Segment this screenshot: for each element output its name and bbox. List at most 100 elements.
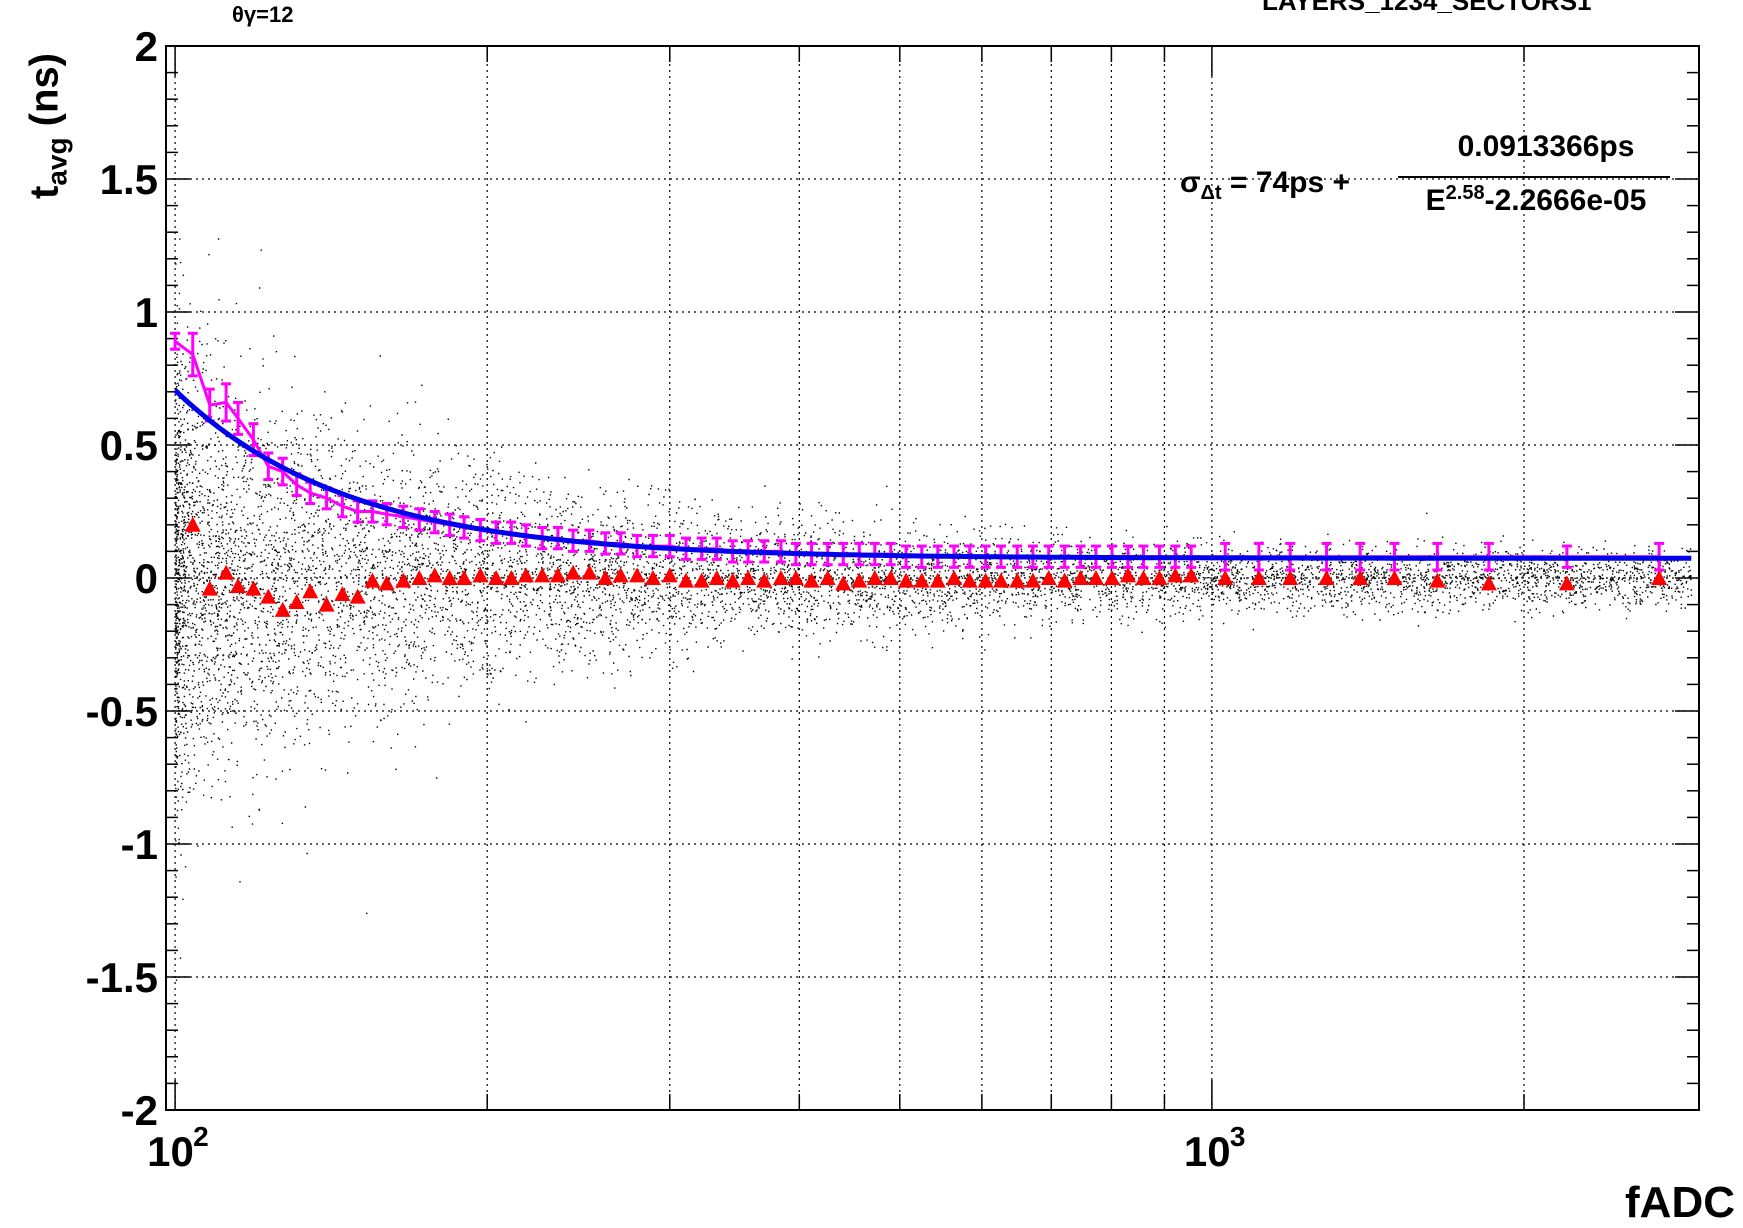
mean-marker — [772, 570, 789, 585]
minor-ticks — [166, 45, 1699, 1111]
mean-marker — [426, 567, 443, 583]
y-tick-label: -1.5 — [86, 954, 158, 1001]
mean-marker — [803, 572, 820, 588]
mean-marker — [1217, 570, 1234, 585]
mean-marker — [411, 570, 428, 585]
mean-marker — [992, 572, 1009, 588]
mean-marker — [787, 570, 804, 585]
mean-marker — [661, 567, 678, 583]
mean-marker — [488, 570, 505, 585]
y-tick-label: 0 — [135, 555, 158, 602]
mean-marker — [302, 583, 319, 599]
mean-marker — [740, 570, 757, 585]
formula-den-base: E — [1425, 184, 1446, 217]
y-axis-title: tavg (ns) — [23, 53, 74, 199]
mean-marker — [549, 567, 566, 583]
mean-marker — [1119, 567, 1136, 583]
mean-marker — [1056, 572, 1073, 588]
formula-den-exponent: 2.58 — [1445, 182, 1485, 204]
mean-marker — [441, 570, 458, 585]
mean-marker — [1480, 575, 1497, 591]
mean-marker — [1167, 567, 1184, 583]
mean-marker — [503, 570, 520, 585]
sigma-line — [174, 340, 1660, 559]
mean-marker — [472, 567, 489, 583]
y-axis-title-main: t — [22, 185, 67, 200]
x-tick-label-base: 10 — [1184, 1128, 1231, 1175]
mean-marker — [913, 572, 930, 588]
mean-marker — [819, 570, 836, 585]
mean-marker — [1558, 575, 1575, 591]
scatter-points — [175, 238, 1693, 981]
mean-marker — [565, 564, 582, 580]
mean-marker — [1386, 570, 1403, 585]
mean-marker — [882, 570, 899, 585]
mean-marker — [260, 588, 277, 604]
x-tick-label: 10 2 — [147, 1121, 209, 1175]
formula-denominator: E2.58-2.2666e-05 — [1400, 182, 1672, 218]
mean-marker — [1352, 570, 1369, 585]
mean-marker — [318, 596, 335, 612]
mean-marker — [456, 570, 473, 585]
fit-curve — [173, 388, 1692, 561]
mean-marker — [929, 572, 946, 588]
mean-marker — [1087, 570, 1104, 585]
mean-marker — [644, 570, 661, 585]
formula-sigma-sub: Δt — [1200, 182, 1222, 204]
formula-lhs-text: = 74ps + — [1229, 166, 1351, 199]
mean-marker — [534, 567, 551, 583]
mean-marker — [230, 577, 247, 593]
mean-marker — [581, 564, 598, 580]
mean-marker — [1135, 570, 1152, 585]
plot-frame — [165, 45, 1700, 1111]
mean-marker — [597, 570, 614, 585]
mean-marker — [184, 516, 201, 532]
x-tick-label: 10 3 — [1184, 1121, 1246, 1175]
mean-marker — [693, 572, 710, 588]
formula-fraction-bar — [1398, 176, 1670, 178]
mean-marker — [835, 575, 852, 591]
mean-marker — [395, 572, 412, 588]
mean-marker — [334, 585, 351, 601]
mean-marker — [1024, 572, 1041, 588]
y-tick-labels: 2 1.5 1 0.5 0 -0.5 -1 -1.5 -2 — [86, 23, 158, 1134]
scatter-cloud — [175, 238, 1693, 981]
y-tick-label: -1 — [121, 821, 158, 868]
mean-marker — [612, 567, 629, 583]
sigma-errorbar — [187, 331, 198, 378]
y-axis-title-unit: (ns) — [22, 52, 67, 138]
mean-marker — [866, 570, 883, 585]
mean-marker — [201, 580, 218, 596]
sigma-errorbar — [233, 400, 244, 436]
sigma-series — [170, 331, 1665, 572]
mean-marker — [245, 580, 262, 596]
mean-marker — [756, 572, 773, 588]
y-tick-label: 1.5 — [100, 156, 158, 203]
mean-marker — [898, 572, 915, 588]
mean-marker — [518, 567, 535, 583]
mean-marker — [1151, 570, 1168, 585]
mean-marker — [378, 575, 395, 591]
mean-marker — [1072, 570, 1089, 585]
x-tick-label-base: 10 — [147, 1128, 194, 1175]
layers-label: LAYERS_1234_SECTORS1 — [1262, 0, 1592, 16]
sigma-errorbar — [221, 382, 232, 423]
x-axis-title: fADC — [1625, 1178, 1735, 1227]
mean-series — [184, 516, 1668, 617]
mean-marker — [851, 572, 868, 588]
mean-marker — [961, 572, 978, 588]
y-tick-label: -2 — [121, 1087, 158, 1134]
sigma-errorbar — [398, 504, 409, 529]
x-tick-label-exponent: 3 — [1230, 1121, 1246, 1152]
y-tick-label: 1 — [135, 289, 158, 336]
y-tick-label: -0.5 — [86, 688, 158, 735]
formula-den-rest: -2.2666e-05 — [1484, 184, 1647, 217]
mean-marker — [218, 564, 235, 580]
mean-marker — [708, 570, 725, 585]
mean-marker — [1282, 570, 1299, 585]
mean-marker — [1651, 570, 1668, 585]
mean-marker — [977, 572, 994, 588]
y-axis-title-sub: avg — [41, 137, 73, 186]
mean-marker — [274, 601, 291, 617]
